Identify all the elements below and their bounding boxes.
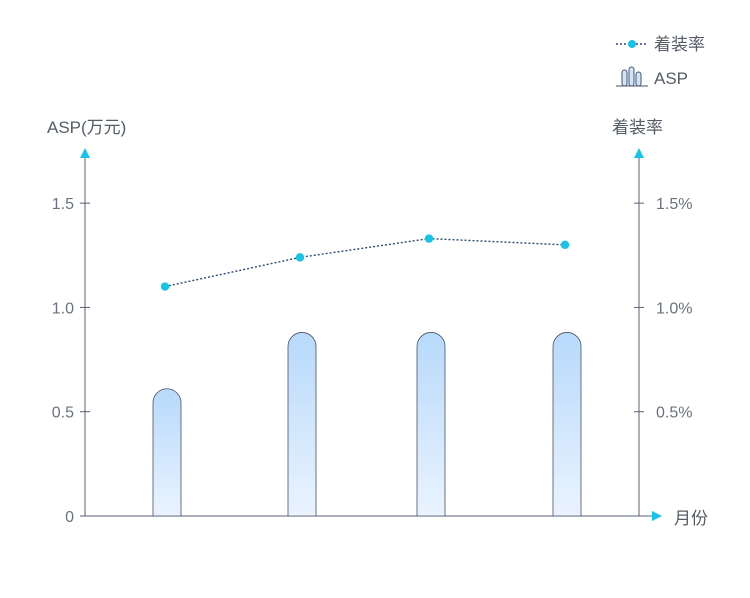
y-right-axis-arrow-icon bbox=[634, 148, 644, 158]
line-point[interactable] bbox=[424, 234, 434, 243]
y-right-tick-label: 1.5% bbox=[656, 196, 692, 213]
y-right-axis-title: 着装率 bbox=[612, 118, 663, 137]
series-line bbox=[164, 237, 566, 288]
line-point[interactable] bbox=[560, 240, 570, 250]
bar-series bbox=[152, 332, 582, 517]
bar[interactable] bbox=[416, 332, 446, 517]
y-right-ticks: 0.5% 1.0% 1.5% bbox=[634, 196, 692, 422]
y-right-tick-label: 1.0% bbox=[656, 300, 692, 317]
legend-marker-icon bbox=[628, 40, 636, 48]
bar[interactable] bbox=[287, 332, 317, 517]
y-left-tick-label: 1.5 bbox=[52, 196, 74, 213]
y-left-axis-arrow-icon bbox=[80, 148, 90, 158]
y-left-axis-title: ASP(万元) bbox=[47, 118, 126, 137]
line-point[interactable] bbox=[160, 282, 170, 291]
legend-label-line: 着装率 bbox=[654, 35, 705, 54]
legend-item-bar[interactable]: ASP bbox=[616, 66, 688, 88]
line-point[interactable] bbox=[295, 253, 305, 262]
legend: 着装率 ASP bbox=[616, 35, 705, 88]
y-right-tick-label: 0.5% bbox=[656, 405, 692, 422]
y-left-tick-label: 0 bbox=[65, 509, 74, 526]
line-series bbox=[160, 234, 570, 291]
y-left-tick-label: 0.5 bbox=[52, 405, 74, 422]
y-left-ticks: 0 0.5 1.0 1.5 bbox=[52, 196, 90, 526]
legend-bar-icon bbox=[616, 66, 648, 87]
legend-label-bar: ASP bbox=[654, 69, 688, 88]
y-left-tick-label: 1.0 bbox=[52, 300, 74, 317]
x-axis-title: 月份 bbox=[674, 509, 708, 528]
bar[interactable] bbox=[552, 332, 582, 517]
legend-item-line[interactable]: 着装率 bbox=[616, 35, 705, 54]
bar[interactable] bbox=[152, 388, 182, 517]
x-axis-arrow-icon bbox=[652, 511, 662, 521]
